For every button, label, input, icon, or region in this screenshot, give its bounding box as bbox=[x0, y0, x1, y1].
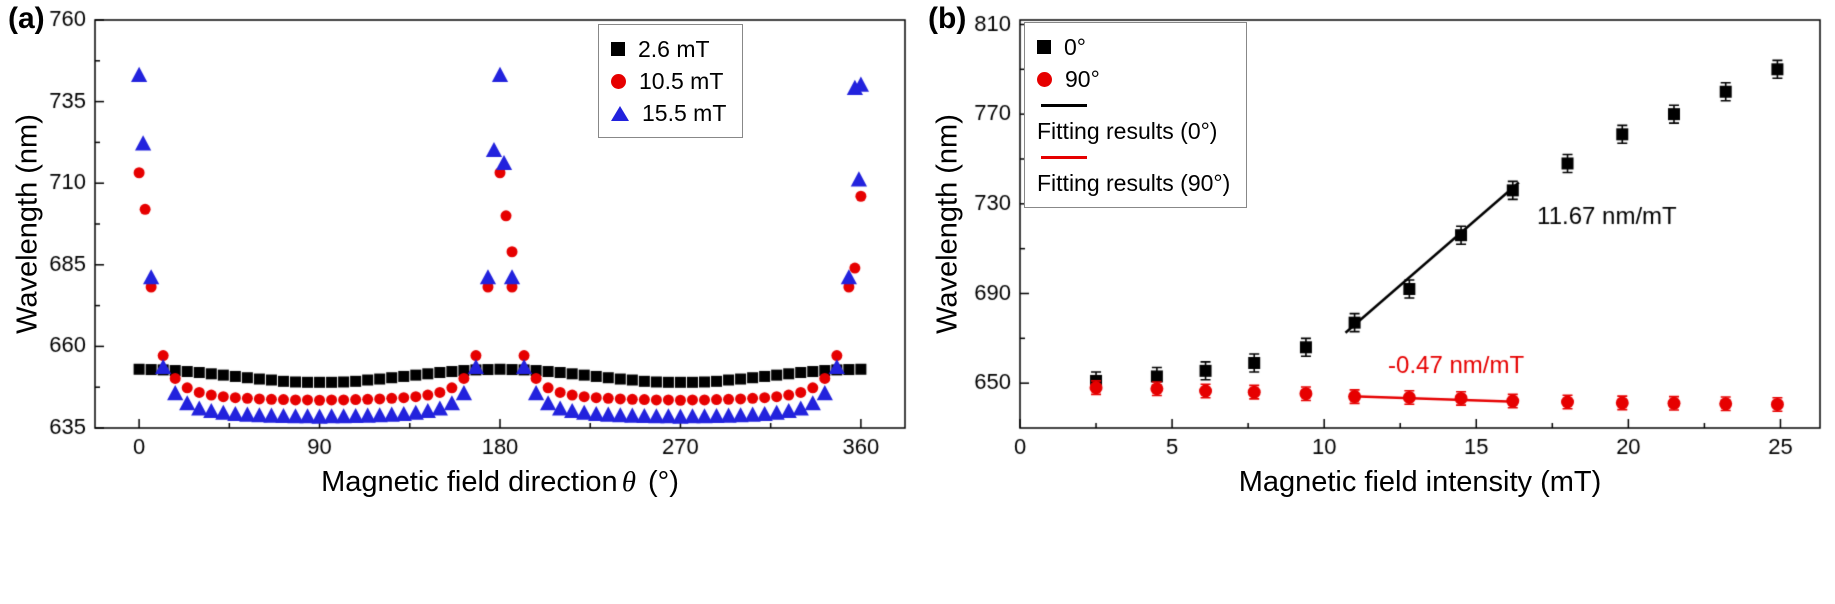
panel-b-x-axis-label: Magnetic field intensity (mT) bbox=[1239, 466, 1602, 499]
red-line-sample-icon bbox=[1041, 155, 1087, 159]
legend-label: 15.5 mT bbox=[642, 99, 727, 126]
legend-fit-line-red bbox=[1037, 147, 1230, 167]
legend-item-90deg: 90° bbox=[1037, 63, 1230, 95]
xlabel-a-unit: (°) bbox=[639, 466, 679, 498]
legend-item-2-6mt: 2.6 mT bbox=[611, 33, 726, 65]
panel-a-legend: 2.6 mT 10.5 mT 15.5 mT bbox=[598, 24, 744, 138]
square-marker-icon bbox=[1037, 40, 1051, 54]
panel-b-tag: (b) bbox=[928, 2, 967, 35]
legend-label: 10.5 mT bbox=[639, 67, 724, 94]
legend-item-10-5mt: 10.5 mT bbox=[611, 65, 726, 97]
legend-fit-line-black bbox=[1037, 95, 1230, 115]
panel-a-plot-canvas bbox=[0, 0, 920, 604]
panel-b-legend: 0° 90° Fitting results (0°) Fitting resu… bbox=[1024, 22, 1248, 208]
theta-symbol: θ bbox=[621, 466, 636, 498]
legend-label: 0° bbox=[1064, 33, 1086, 60]
xlabel-b-text: Magnetic field intensity (mT) bbox=[1238, 466, 1602, 498]
panel-b-y-axis-label: Wavelength (nm) bbox=[931, 114, 964, 334]
panel-a-y-axis-label: Wavelength (nm) bbox=[11, 114, 44, 334]
panel-a-x-axis-label: Magnetic field direction θ (°) bbox=[321, 466, 679, 499]
circle-marker-icon bbox=[611, 73, 626, 89]
legend-label: 2.6 mT bbox=[638, 35, 710, 62]
legend-fit-label-0deg: Fitting results (0°) bbox=[1037, 115, 1230, 147]
panel-a-tag: (a) bbox=[8, 2, 45, 35]
panel-b: (b) Wavelength (nm) Magnetic field inten… bbox=[920, 0, 1835, 604]
square-marker-icon bbox=[611, 42, 625, 56]
legend-label: 90° bbox=[1065, 65, 1100, 92]
legend-item-15-5mt: 15.5 mT bbox=[611, 97, 726, 129]
circle-marker-icon bbox=[1037, 71, 1052, 87]
legend-fit-label-90deg: Fitting results (90°) bbox=[1037, 167, 1230, 199]
panel-a: (a) Wavelength (nm) Magnetic field direc… bbox=[0, 0, 920, 604]
legend-label: Fitting results (90°) bbox=[1037, 169, 1231, 196]
xlabel-a-text: Magnetic field direction bbox=[321, 466, 618, 498]
legend-label: Fitting results (0°) bbox=[1037, 117, 1218, 144]
black-line-sample-icon bbox=[1041, 103, 1087, 107]
triangle-marker-icon bbox=[611, 105, 629, 121]
legend-item-0deg: 0° bbox=[1037, 31, 1230, 63]
